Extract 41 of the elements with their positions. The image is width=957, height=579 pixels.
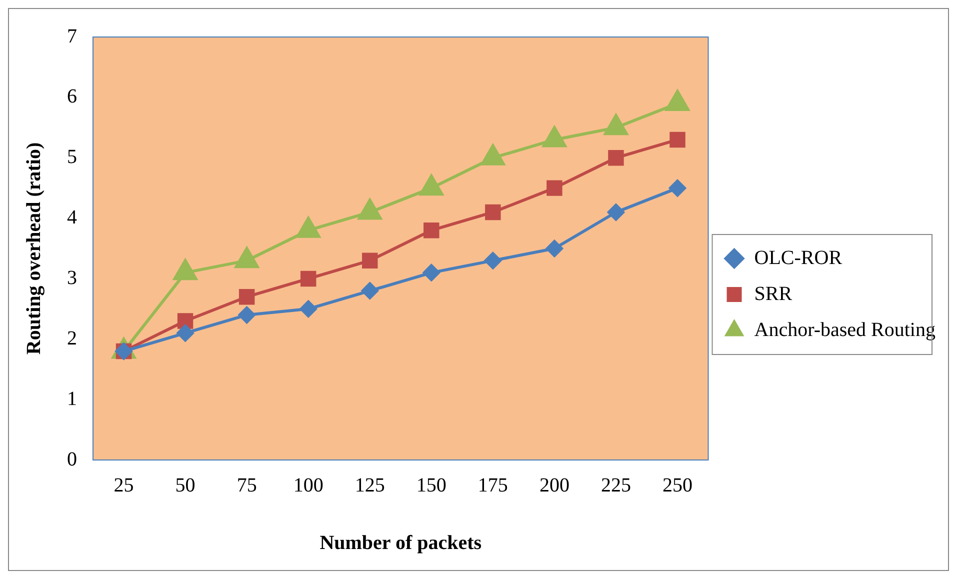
point — [177, 313, 194, 329]
y-tick-label: 0 — [67, 448, 77, 470]
x-tick-label: 175 — [478, 474, 508, 496]
y-tick-label: 2 — [67, 327, 77, 350]
x-tick-label: 250 — [662, 474, 692, 496]
y-tick-label: 1 — [67, 388, 77, 410]
point — [485, 204, 501, 220]
point — [546, 240, 563, 257]
x-axis-title: Number of packets — [320, 532, 482, 554]
x-tick-label: 25 — [114, 474, 134, 496]
point — [362, 252, 378, 268]
x-tick-label: 100 — [293, 474, 324, 496]
legend-label: SRR — [754, 282, 793, 305]
y-tick-label: 5 — [67, 146, 77, 168]
y-tick-label: 3 — [67, 266, 77, 289]
legend-label: OLC-ROR — [754, 246, 843, 269]
x-tick-label: 225 — [600, 474, 631, 496]
y-axis-title: Routing overhead (ratio) — [23, 142, 46, 355]
point — [422, 264, 440, 282]
point — [668, 180, 686, 197]
point — [607, 204, 624, 221]
x-tick-label: 75 — [236, 474, 257, 496]
point — [300, 300, 317, 318]
point — [484, 252, 502, 270]
point — [670, 132, 686, 148]
y-tick-label: 6 — [67, 86, 77, 108]
x-tick-label: 150 — [416, 474, 446, 496]
point — [608, 150, 624, 166]
legend-label: Anchor-based Routing — [754, 318, 936, 341]
y-tick-label: 7 — [67, 25, 77, 48]
point — [238, 288, 255, 305]
point — [300, 270, 316, 287]
x-tick-label: 125 — [354, 474, 385, 496]
point — [361, 282, 378, 300]
point — [238, 306, 256, 324]
y-tick-label: 4 — [67, 206, 77, 229]
point — [424, 222, 440, 238]
point — [176, 324, 194, 342]
x-tick-label: 200 — [539, 474, 570, 496]
point — [546, 180, 562, 196]
x-tick-label: 50 — [175, 474, 196, 496]
